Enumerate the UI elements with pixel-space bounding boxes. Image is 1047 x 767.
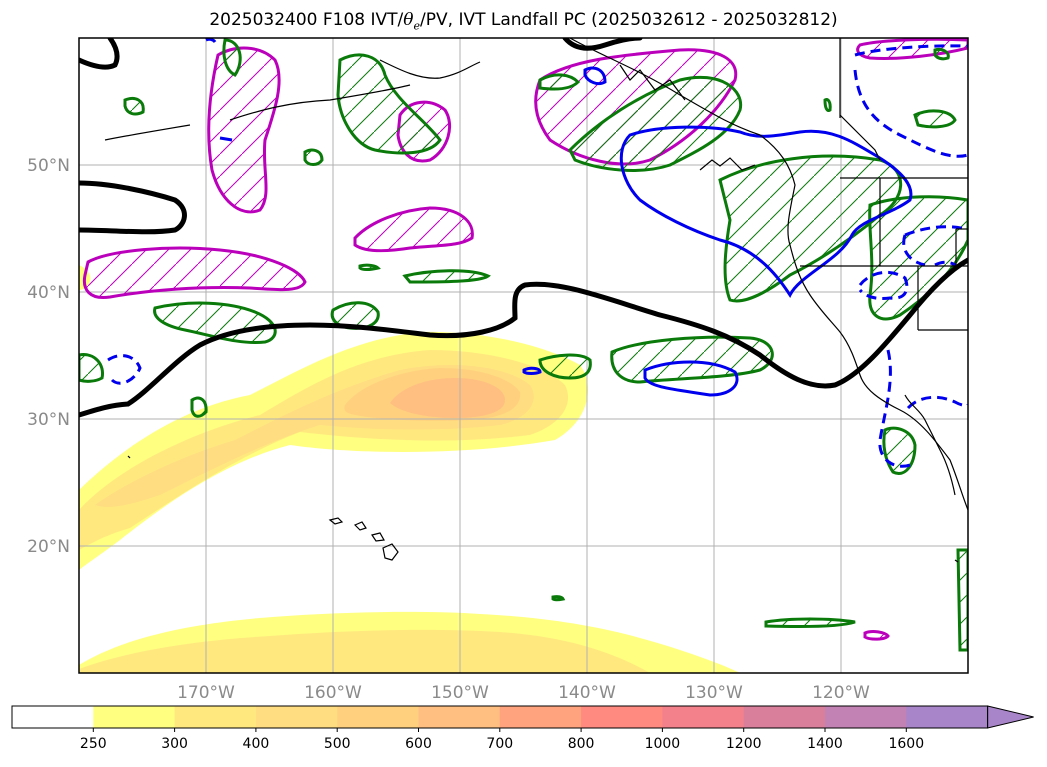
lat-label: 40°N	[27, 283, 70, 303]
lon-label: 150°W	[431, 683, 489, 703]
colorbar-tick-label: 1400	[807, 736, 843, 752]
ivt-300-south	[79, 629, 650, 673]
map-title: 2025032400 F108 IVT/θe/PV, IVT Landfall …	[209, 10, 838, 33]
colorbar-segment	[906, 706, 989, 728]
colorbar-tick-label: 1200	[726, 736, 762, 752]
colorbar-segment	[662, 706, 745, 728]
colorbar-segment	[255, 706, 338, 728]
colorbar-segment	[581, 706, 663, 728]
theta-e-contours	[107, 38, 968, 468]
colorbar-tick-label: 1600	[888, 736, 924, 752]
lat-label: 20°N	[27, 537, 70, 557]
colorbar-tick-label: 800	[568, 736, 595, 752]
lon-label: 160°W	[304, 683, 362, 703]
ivt-filled-contours	[79, 265, 740, 673]
colorbar-tick-label: 300	[161, 736, 188, 752]
lon-label: 130°W	[685, 683, 743, 703]
colorbar-segment	[418, 706, 501, 728]
colorbar-segment	[174, 706, 257, 728]
map-frame	[78, 37, 969, 674]
colorbar-extend-arrow	[987, 705, 1034, 729]
lon-label: 170°W	[177, 683, 235, 703]
lat-label: 50°N	[27, 156, 70, 176]
latitude-labels: 50°N 40°N 30°N 20°N	[27, 156, 70, 557]
lat-label: 30°N	[27, 410, 70, 430]
lon-label: 120°W	[812, 683, 870, 703]
colorbar-segment	[337, 706, 419, 728]
colorbar-tick-label: 250	[80, 736, 107, 752]
colorbar-segment	[743, 706, 826, 728]
colorbar-segment	[12, 706, 94, 728]
longitude-labels: 170°W 160°W 150°W 140°W 130°W 120°W	[177, 683, 870, 703]
colorbar-segment	[825, 706, 907, 728]
colorbar-tick-label: 400	[243, 736, 270, 752]
colorbar-segment	[93, 706, 176, 728]
colorbar-tick-label: 600	[405, 736, 432, 752]
colorbar-tick-label: 700	[486, 736, 513, 752]
colorbar-segment	[499, 706, 582, 728]
coastlines	[104, 38, 968, 563]
colorbar-tick-label: 1000	[645, 736, 681, 752]
lon-label: 140°W	[558, 683, 616, 703]
colorbar-tick-label: 500	[324, 736, 351, 752]
colorbar: 250 300 400 500 600 700 800 1000 1200 1400 1600	[11, 705, 1034, 752]
ivt-600-main	[390, 378, 505, 418]
